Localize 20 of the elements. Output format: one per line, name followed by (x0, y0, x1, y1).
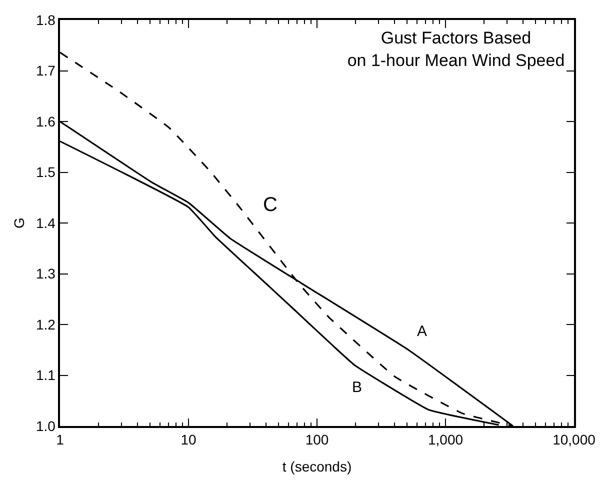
y-tick-label: 1.2 (36, 316, 56, 332)
y-tick-label: 1.1 (36, 367, 56, 384)
series-label: B (352, 379, 362, 396)
y-axis-title: G (11, 218, 28, 228)
x-tick-label: 100 (305, 432, 329, 448)
x-tick-label: 1 (56, 432, 64, 448)
x-tick-label: 10 (180, 432, 196, 448)
y-tick-label: 1.5 (36, 164, 56, 180)
x-axis-title: t (seconds) (282, 458, 352, 474)
y-tick-label: 1.3 (36, 266, 56, 282)
y-tick-label: 1.7 (36, 62, 56, 79)
series-label: A (417, 323, 428, 340)
y-tick-label: 1.0 (36, 418, 56, 434)
x-tick-label: 1,000 (428, 432, 464, 448)
series-label: C (263, 194, 278, 216)
x-tick-label: 10,000 (552, 432, 596, 448)
text: Gust Factors Based on 1-hour Mean Wind Speed (347, 28, 565, 70)
y-tick-label: 1.6 (36, 113, 56, 130)
y-tick-label: 1.8 (36, 12, 56, 28)
y-tick-label: 1.4 (36, 214, 56, 231)
